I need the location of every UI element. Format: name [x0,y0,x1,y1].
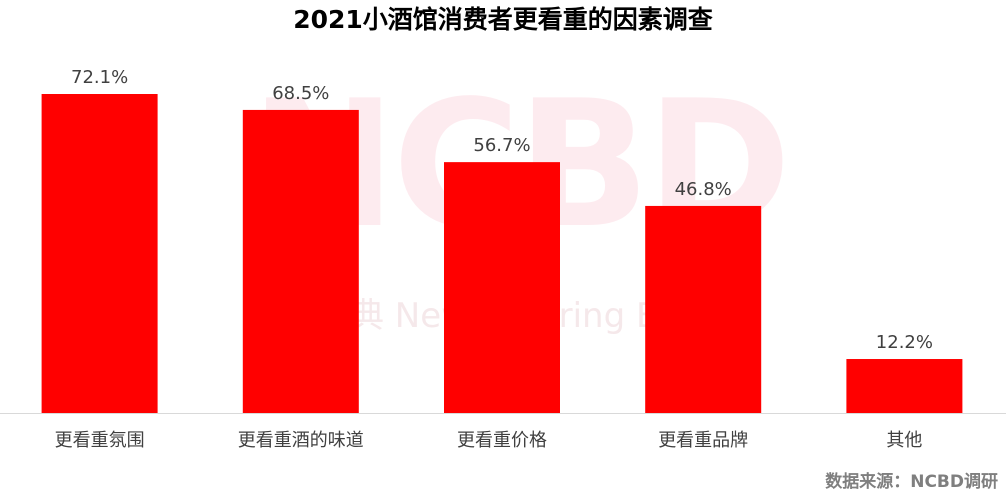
bar-5 [846,359,963,413]
bar-1 [41,94,158,413]
x-tick-label-3: 更看重价格 [457,430,547,451]
bar-4 [645,205,762,413]
bar-2 [242,109,359,413]
x-tick-label-5: 其他 [886,430,922,451]
x-tick-label-1: 更看重氛围 [55,430,145,451]
data-label-2: 68.5% [272,83,329,104]
chart-title: 2021小酒馆消费者更看重的因素调查 [293,5,713,34]
x-tick-label-2: 更看重酒的味道 [238,430,364,451]
x-tick-label-4: 更看重品牌 [658,430,748,451]
data-label-5: 12.2% [876,332,933,353]
data-label-1: 72.1% [71,67,128,88]
source-note: 数据来源：NCBD调研 [825,472,998,492]
bar-3 [444,162,560,413]
data-label-4: 46.8% [675,179,732,200]
data-label-3: 56.7% [473,135,530,156]
